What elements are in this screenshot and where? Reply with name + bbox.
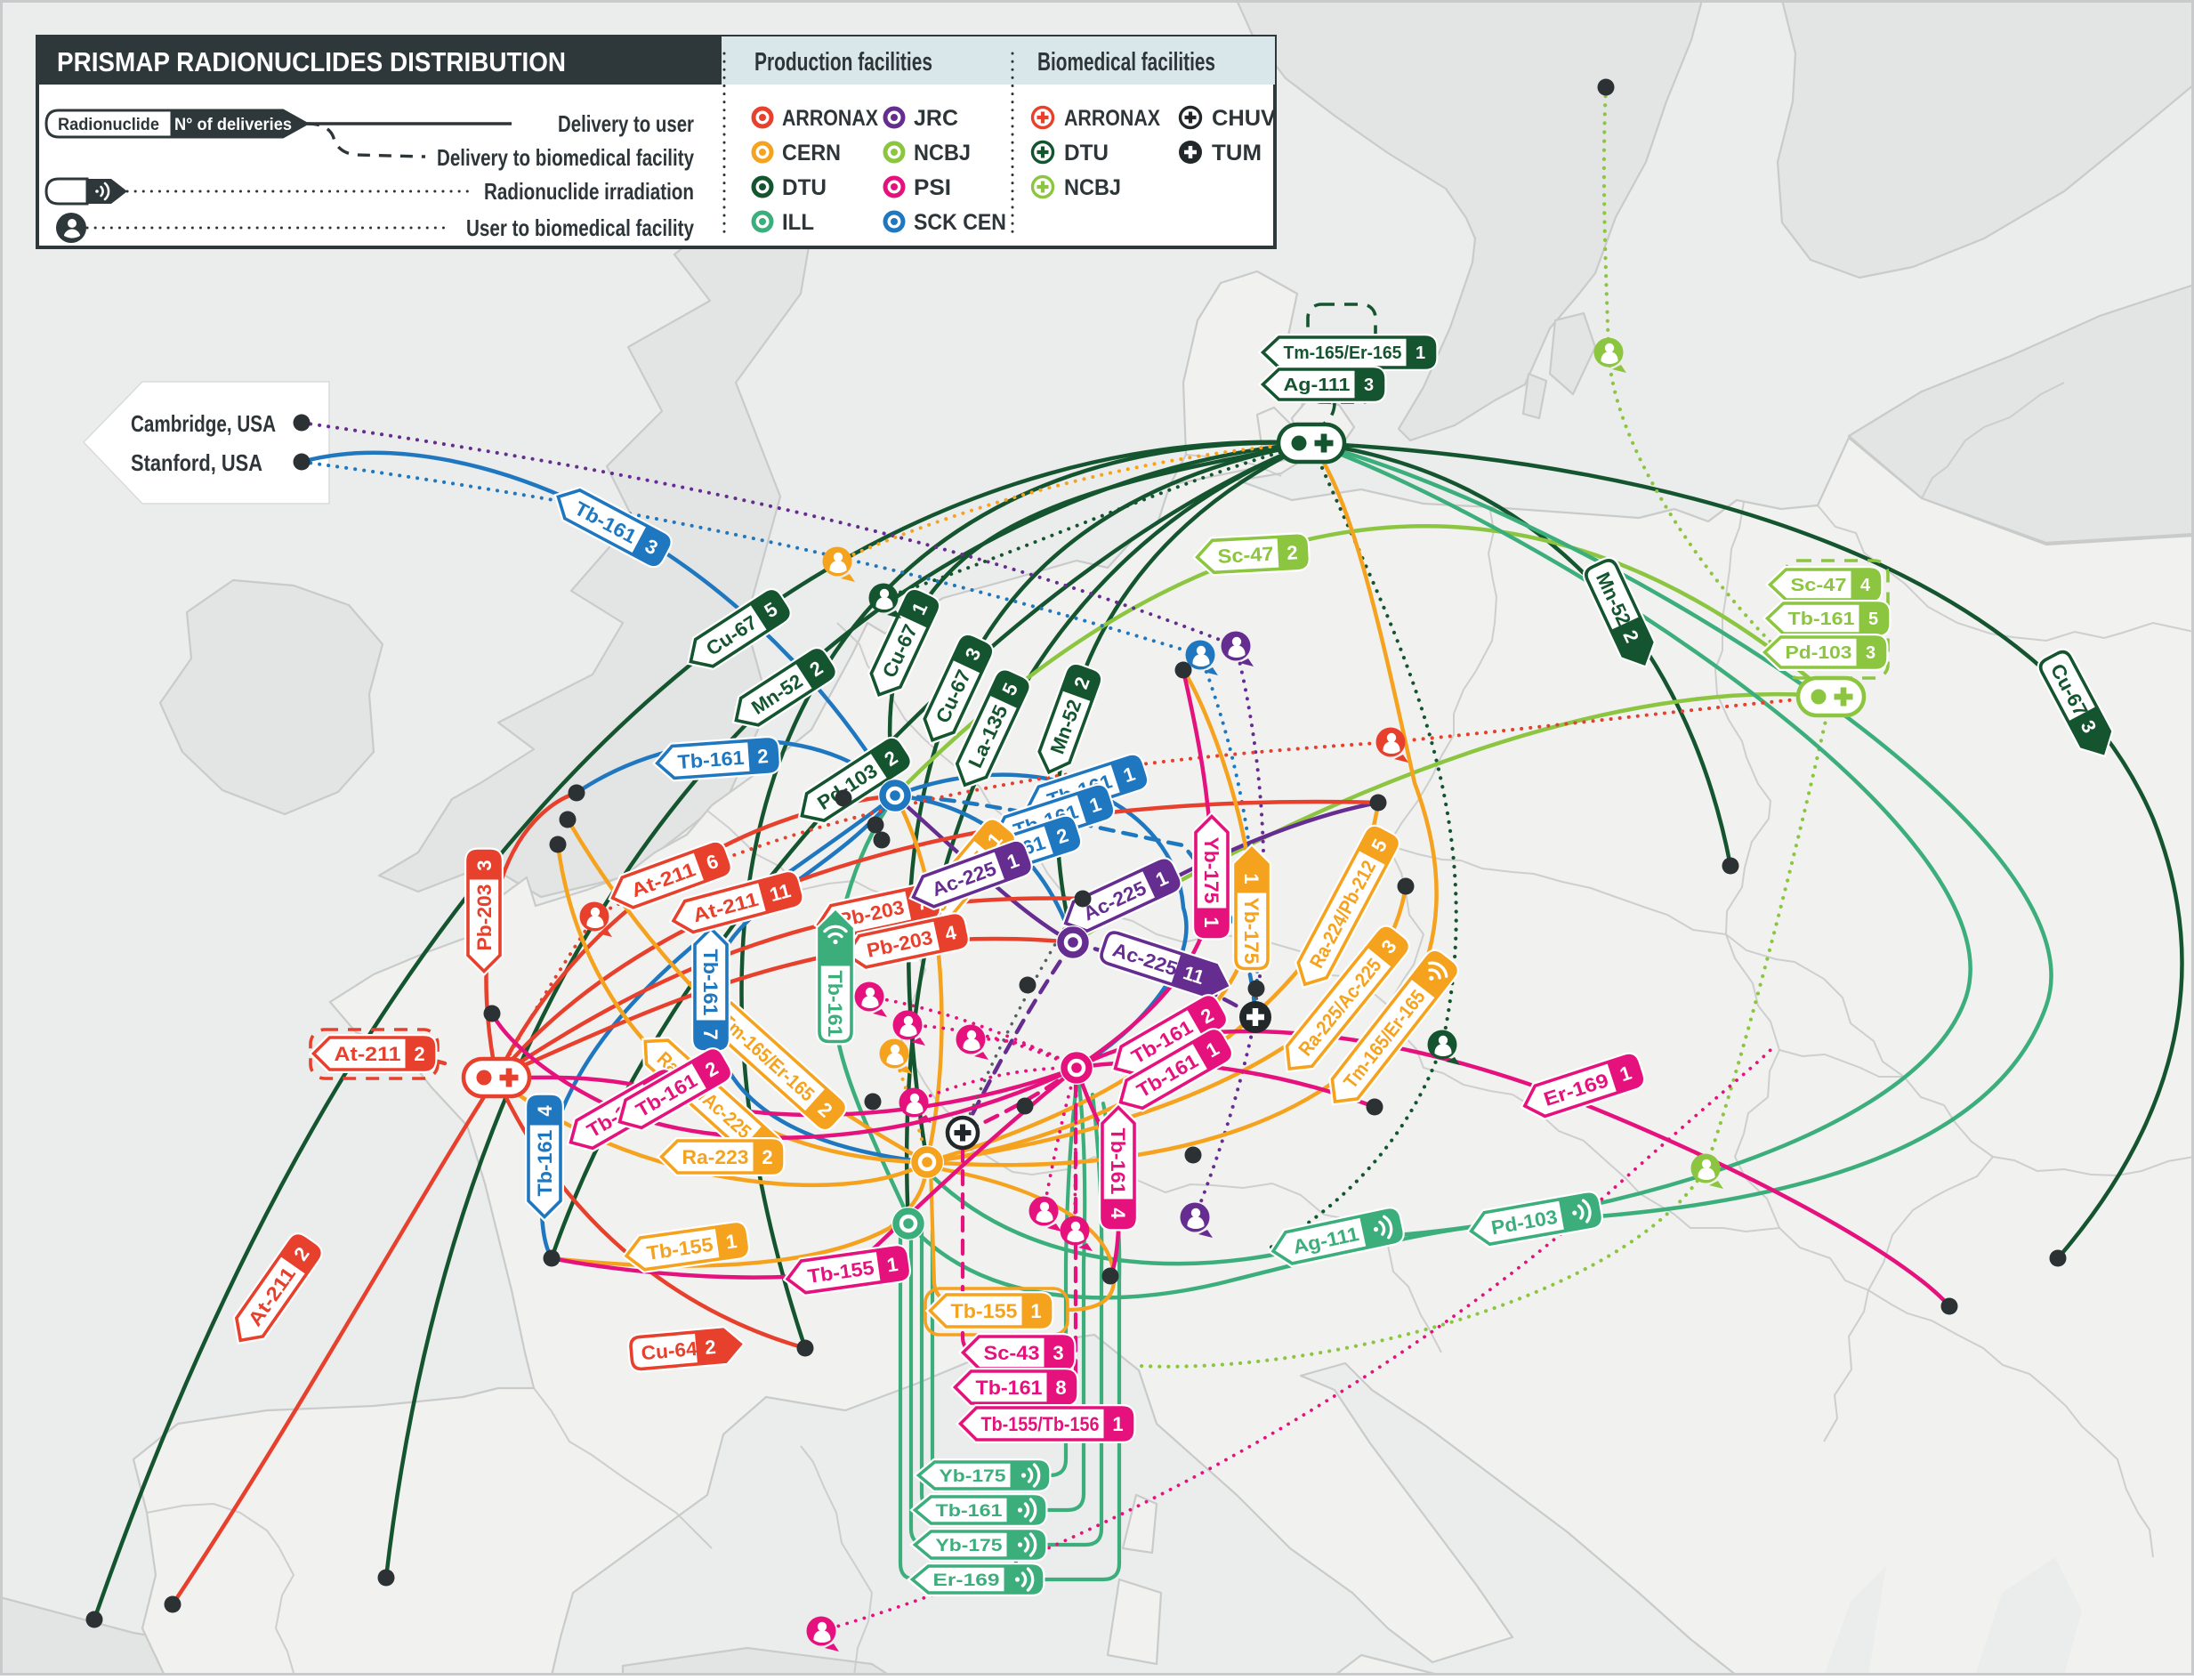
svg-text:Tb-155/Tb-156: Tb-155/Tb-156 xyxy=(981,1413,1100,1435)
svg-text:2: 2 xyxy=(762,1146,772,1168)
svg-text:CHUV: CHUV xyxy=(1212,106,1276,131)
svg-text:8: 8 xyxy=(1055,1377,1066,1399)
svg-text:5: 5 xyxy=(1868,610,1878,629)
svg-text:Radionuclide: Radionuclide xyxy=(58,116,159,134)
svg-text:NCBJ: NCBJ xyxy=(1064,175,1121,200)
svg-text:Delivery to user: Delivery to user xyxy=(558,110,694,137)
svg-text:1: 1 xyxy=(1112,1413,1123,1435)
svg-text:1: 1 xyxy=(885,1253,899,1276)
svg-text:2: 2 xyxy=(704,1336,716,1359)
svg-text:Tb-161: Tb-161 xyxy=(824,971,846,1038)
svg-text:Production facilities: Production facilities xyxy=(754,48,932,77)
svg-text:Radionuclide irradiation: Radionuclide irradiation xyxy=(484,178,694,205)
svg-text:Tb-161: Tb-161 xyxy=(534,1130,556,1197)
svg-text:Tm-165/Er-165: Tm-165/Er-165 xyxy=(1284,343,1402,363)
svg-text:Tb-161: Tb-161 xyxy=(1107,1128,1129,1195)
svg-text:Yb-175: Yb-175 xyxy=(1200,837,1222,904)
svg-text:SCK CEN: SCK CEN xyxy=(914,210,1006,235)
svg-text:Tb-161: Tb-161 xyxy=(936,1502,1004,1521)
svg-text:Stanford, USA: Stanford, USA xyxy=(131,449,262,476)
svg-text:DTU: DTU xyxy=(782,175,827,200)
svg-text:Tb-161: Tb-161 xyxy=(699,949,722,1016)
svg-text:Ag-111: Ag-111 xyxy=(1284,376,1351,395)
svg-text:Ra-223: Ra-223 xyxy=(682,1146,749,1168)
svg-text:3: 3 xyxy=(1053,1342,1063,1364)
svg-text:Cambridge, USA: Cambridge, USA xyxy=(131,410,276,437)
svg-text:Yb-175: Yb-175 xyxy=(1240,898,1262,965)
svg-text:2: 2 xyxy=(414,1043,424,1065)
svg-text:Yb-175: Yb-175 xyxy=(936,1537,1004,1555)
svg-text:Sc-43: Sc-43 xyxy=(984,1342,1040,1364)
svg-text:3: 3 xyxy=(1364,376,1374,395)
svg-text:Pb-203: Pb-203 xyxy=(473,884,496,951)
svg-text:TUM: TUM xyxy=(1212,141,1262,166)
svg-text:Tb-161: Tb-161 xyxy=(1788,610,1855,629)
svg-text:ILL: ILL xyxy=(782,210,814,235)
svg-text:Yb-175: Yb-175 xyxy=(940,1467,1007,1486)
svg-text:N° of deliveries: N° of deliveries xyxy=(174,116,292,134)
svg-text:ARRONAX: ARRONAX xyxy=(1064,106,1160,131)
svg-text:Pd-103: Pd-103 xyxy=(1786,643,1852,663)
svg-text:2: 2 xyxy=(1287,541,1299,564)
svg-text:Tb-161: Tb-161 xyxy=(677,747,746,773)
svg-text:3: 3 xyxy=(473,860,496,870)
svg-text:User to biomedical facility: User to biomedical facility xyxy=(466,214,694,241)
svg-text:DTU: DTU xyxy=(1064,141,1109,166)
svg-text:7: 7 xyxy=(699,1029,722,1039)
svg-text:Cu-64: Cu-64 xyxy=(641,1337,699,1364)
svg-text:NCBJ: NCBJ xyxy=(914,141,971,166)
svg-text:Er-169: Er-169 xyxy=(933,1571,1000,1590)
svg-text:1: 1 xyxy=(1240,873,1262,884)
svg-text:1: 1 xyxy=(724,1230,738,1253)
svg-text:JRC: JRC xyxy=(914,106,958,131)
svg-text:ARRONAX: ARRONAX xyxy=(782,106,878,131)
svg-text:4: 4 xyxy=(534,1105,556,1117)
svg-text:4: 4 xyxy=(1860,576,1871,595)
svg-text:PRISMAP RADIONUCLIDES DISTRIBU: PRISMAP RADIONUCLIDES DISTRIBUTION xyxy=(57,46,566,77)
svg-text:3: 3 xyxy=(1866,643,1875,663)
svg-text:1: 1 xyxy=(1200,917,1222,927)
svg-text:Sc-47: Sc-47 xyxy=(1217,543,1274,568)
svg-text:Tb-155: Tb-155 xyxy=(951,1300,1018,1322)
svg-text:PSI: PSI xyxy=(914,175,951,200)
svg-text:2: 2 xyxy=(756,745,769,768)
svg-text:Sc-47: Sc-47 xyxy=(1791,576,1847,595)
svg-text:1: 1 xyxy=(1030,1300,1041,1322)
svg-text:Delivery to biomedical facilit: Delivery to biomedical facility xyxy=(437,144,694,171)
svg-text:CERN: CERN xyxy=(782,141,841,166)
svg-text:4: 4 xyxy=(1107,1208,1129,1219)
svg-text:Biomedical facilities: Biomedical facilities xyxy=(1037,48,1215,77)
svg-text:Tb-161: Tb-161 xyxy=(976,1377,1043,1399)
svg-text:At-211: At-211 xyxy=(335,1043,401,1065)
svg-text:1: 1 xyxy=(1416,343,1425,363)
